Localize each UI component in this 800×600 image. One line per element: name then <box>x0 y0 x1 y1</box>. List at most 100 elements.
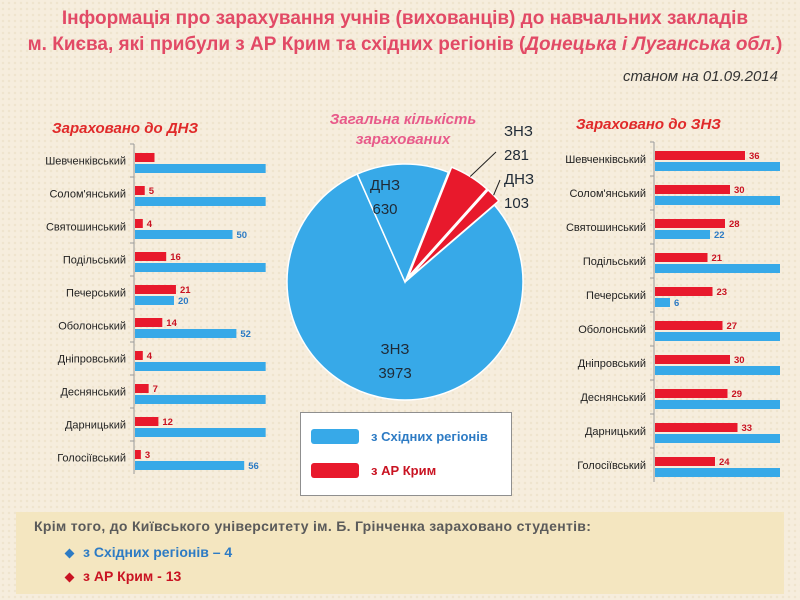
pie-leader-line <box>469 151 497 177</box>
dnz-data-label-crimea: 4 <box>147 219 153 230</box>
pie-chart-title: Загальна кількість зарахованих <box>329 111 477 148</box>
znz-category-label: Святошинський <box>566 222 646 234</box>
pie-label-value: 630 <box>372 201 397 218</box>
legend-item-east: з Східних регіонів <box>311 429 488 444</box>
dnz-bar-crimea <box>135 417 159 426</box>
dnz-bar-east <box>135 263 266 272</box>
title-line-2: м. Києва, які прибули з АР Крим та східн… <box>20 32 790 58</box>
dnz-bar-crimea <box>135 186 145 195</box>
dnz-bar-east <box>135 461 245 470</box>
dnz-data-label-east: 52 <box>240 329 251 340</box>
pie-label-value: 3973 <box>378 365 411 382</box>
note-east-line: з Східних регіонів – 4 <box>64 544 233 560</box>
znz-bar-crimea <box>655 423 738 432</box>
dnz-bar-east <box>135 164 266 173</box>
dnz-bar-east <box>135 362 266 371</box>
legend-item-crimea: з АР Крим <box>311 463 436 478</box>
dnz-category-label: Печерський <box>66 288 126 300</box>
znz-data-label-crimea: 24 <box>719 457 730 468</box>
dnz-data-label-east: 20 <box>178 296 189 307</box>
znz-data-label-crimea: 30 <box>734 355 745 366</box>
university-note: Крім того, до Київського університету ім… <box>16 512 784 594</box>
znz-data-label-crimea: 33 <box>742 423 753 434</box>
znz-bar-east <box>655 230 710 239</box>
znz-bar-east <box>655 332 780 341</box>
znz-bar-crimea <box>655 389 728 398</box>
legend: з Східних регіонів з АР Крим <box>300 412 512 496</box>
dnz-category-label: Солом'янський <box>49 189 126 201</box>
znz-data-label-crimea: 28 <box>729 219 740 230</box>
znz-data-label-crimea: 30 <box>734 185 745 196</box>
znz-data-label-east: 6 <box>674 298 679 309</box>
dnz-bar-crimea <box>135 252 167 261</box>
pie-leader-line <box>493 179 501 196</box>
dnz-category-label: Голосіївський <box>57 453 126 465</box>
dnz-bar-east <box>135 296 174 305</box>
legend-label-east: з Східних регіонів <box>371 429 488 444</box>
page-title: Інформація про зарахування учнів (вихова… <box>20 6 790 58</box>
znz-bar-east <box>655 264 780 273</box>
znz-data-label-crimea: 27 <box>727 321 738 332</box>
dnz-category-label: Шевченківський <box>45 156 126 168</box>
note-east-text: з Східних регіонів – 4 <box>83 544 233 560</box>
dnz-data-label-crimea: 5 <box>149 186 155 197</box>
dnz-category-label: Деснянський <box>60 387 126 399</box>
znz-bar-east <box>655 162 780 171</box>
znz-data-label-crimea: 29 <box>732 389 743 400</box>
dnz-data-label-east: 50 <box>237 230 248 241</box>
znz-bar-crimea <box>655 321 723 330</box>
znz-bar-crimea <box>655 253 708 262</box>
dnz-bar-crimea <box>135 285 176 294</box>
title-line-2-regions: Донецька і Луганська обл. <box>525 34 777 55</box>
znz-bar-crimea <box>655 219 725 228</box>
dnz-category-label: Подільський <box>63 255 126 267</box>
title-line-2-main: м. Києва, які прибули з АР Крим та східн… <box>27 34 526 55</box>
pie-slice-east <box>356 163 450 284</box>
dnz-category-label: Оболонський <box>58 321 126 333</box>
dnz-bar-crimea <box>135 450 141 459</box>
title-line-1: Інформація про зарахування учнів (вихова… <box>61 8 749 29</box>
legend-label-crimea: з АР Крим <box>371 463 437 478</box>
znz-data-label-crimea: 23 <box>717 287 728 298</box>
pie-label-name: ДНЗ <box>370 177 400 194</box>
znz-bar-crimea <box>655 151 745 160</box>
znz-bar-crimea <box>655 185 730 194</box>
pie-slice-crimea <box>407 166 488 278</box>
znz-bar-east <box>655 400 780 409</box>
dnz-category-label: Дніпровський <box>58 354 126 366</box>
znz-bar-east <box>655 434 780 443</box>
dnz-bar-crimea <box>135 318 163 327</box>
znz-category-label: Подільський <box>583 256 646 268</box>
pie-slice-east <box>286 173 524 401</box>
znz-bar-crimea <box>655 355 730 364</box>
dnz-data-label-east: 56 <box>248 461 259 472</box>
legend-swatch-east <box>311 429 359 444</box>
znz-data-label-east: 22 <box>714 230 725 241</box>
dnz-bar-east <box>135 428 266 437</box>
pie-label-name: ЗНЗ <box>504 123 533 140</box>
znz-category-label: Оболонський <box>578 324 646 336</box>
bullet-diamond-icon <box>64 572 75 583</box>
dnz-bar-east <box>135 230 233 239</box>
dnz-data-label-crimea: 14 <box>166 318 177 329</box>
znz-category-label: Деснянський <box>580 392 646 404</box>
znz-bar-east <box>655 366 780 375</box>
znz-category-label: Дарницький <box>585 426 646 438</box>
dnz-data-label-crimea: 4 <box>147 351 153 362</box>
dnz-bar-east <box>135 197 266 206</box>
note-crimea-line: з АР Крим - 13 <box>64 568 181 584</box>
dnz-data-label-crimea: 12 <box>162 417 173 428</box>
znz-category-label: Голосіївський <box>577 460 646 472</box>
dnz-category-label: Святошинський <box>46 222 126 234</box>
title-line-2-close: ) <box>776 34 783 55</box>
znz-category-label: Шевченківський <box>565 154 646 166</box>
pie-label-value: 281 <box>504 147 529 164</box>
pie-label-name: ЗНЗ <box>381 341 410 358</box>
dnz-bar-east <box>135 329 237 338</box>
dnz-data-label-crimea: 7 <box>153 384 158 395</box>
note-main-text: Крім того, до Київського університету ім… <box>34 518 592 534</box>
bullet-diamond-icon <box>64 548 75 559</box>
dnz-bar-crimea <box>135 153 155 162</box>
znz-category-label: Печерський <box>586 290 646 302</box>
